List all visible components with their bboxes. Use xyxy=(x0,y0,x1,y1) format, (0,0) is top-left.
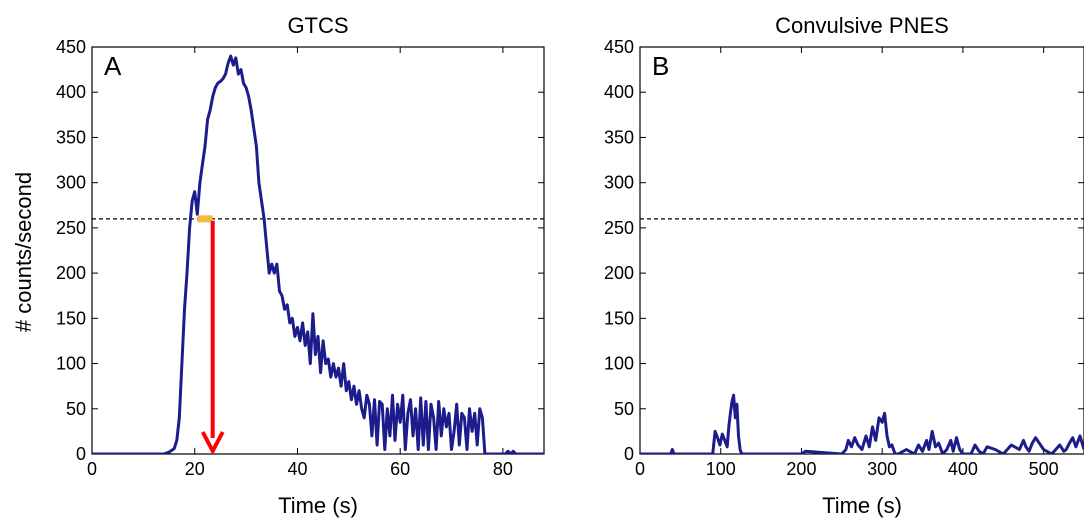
y-tick-label: 100 xyxy=(56,354,86,374)
panel-a: 0 50 100 150 200 250 300 350 400 450 0 20 40 60 80 GTCS… xyxy=(56,13,545,518)
x-tick-label: 400 xyxy=(948,459,978,479)
panel-letter: B xyxy=(652,51,669,81)
x-tick-label: 500 xyxy=(1029,459,1059,479)
y-tick-label: 50 xyxy=(66,399,86,419)
y-tick-label: 100 xyxy=(604,354,634,374)
x-tick-label: 60 xyxy=(390,459,410,479)
panel-letter: A xyxy=(104,51,122,81)
chart-title: GTCS xyxy=(287,13,348,38)
x-tick-label: 300 xyxy=(867,459,897,479)
y-tick-label: 200 xyxy=(604,263,634,283)
x-tick-label: 40 xyxy=(287,459,307,479)
y-tick-label: 450 xyxy=(604,37,634,57)
y-tick-label: 400 xyxy=(56,82,86,102)
series-line xyxy=(92,54,544,454)
x-axis-label: Time (s) xyxy=(822,493,902,518)
plot-area-frame xyxy=(91,46,545,455)
x-tick-label: 0 xyxy=(87,459,97,479)
x-tick-label: 0 xyxy=(635,459,645,479)
chart-title: Convulsive PNES xyxy=(775,13,949,38)
x-tick-label: 80 xyxy=(493,459,513,479)
x-axis-label: Time (s) xyxy=(278,493,358,518)
y-tick-label: 150 xyxy=(56,308,86,328)
onset-arrow-head xyxy=(200,431,225,456)
y-tick-label: 200 xyxy=(56,263,86,283)
y-tick-label: 350 xyxy=(56,127,86,147)
x-tick-label: 200 xyxy=(786,459,816,479)
x-tick-label: 100 xyxy=(706,459,736,479)
x-tick-label: 20 xyxy=(185,459,205,479)
y-tick-label: 450 xyxy=(56,37,86,57)
y-tick-label: 350 xyxy=(604,127,634,147)
y-tick-label: 150 xyxy=(604,308,634,328)
y-tick-label: 0 xyxy=(624,444,634,464)
y-tick-label: 50 xyxy=(614,399,634,419)
y-tick-label: 250 xyxy=(56,218,86,238)
y-axis-label: # counts/second xyxy=(11,172,36,332)
plot-area-frame xyxy=(639,46,1084,455)
y-tick-label: 300 xyxy=(604,173,634,193)
y-tick-label: 250 xyxy=(604,218,634,238)
y-tick-label: 300 xyxy=(56,173,86,193)
series-line xyxy=(640,393,1084,454)
y-tick-label: 400 xyxy=(604,82,634,102)
y-tick-label: 0 xyxy=(76,444,86,464)
panel-b: 0 50 100 150 200 250 300 350 400 450 0 100 200 300 400… xyxy=(604,13,1084,518)
